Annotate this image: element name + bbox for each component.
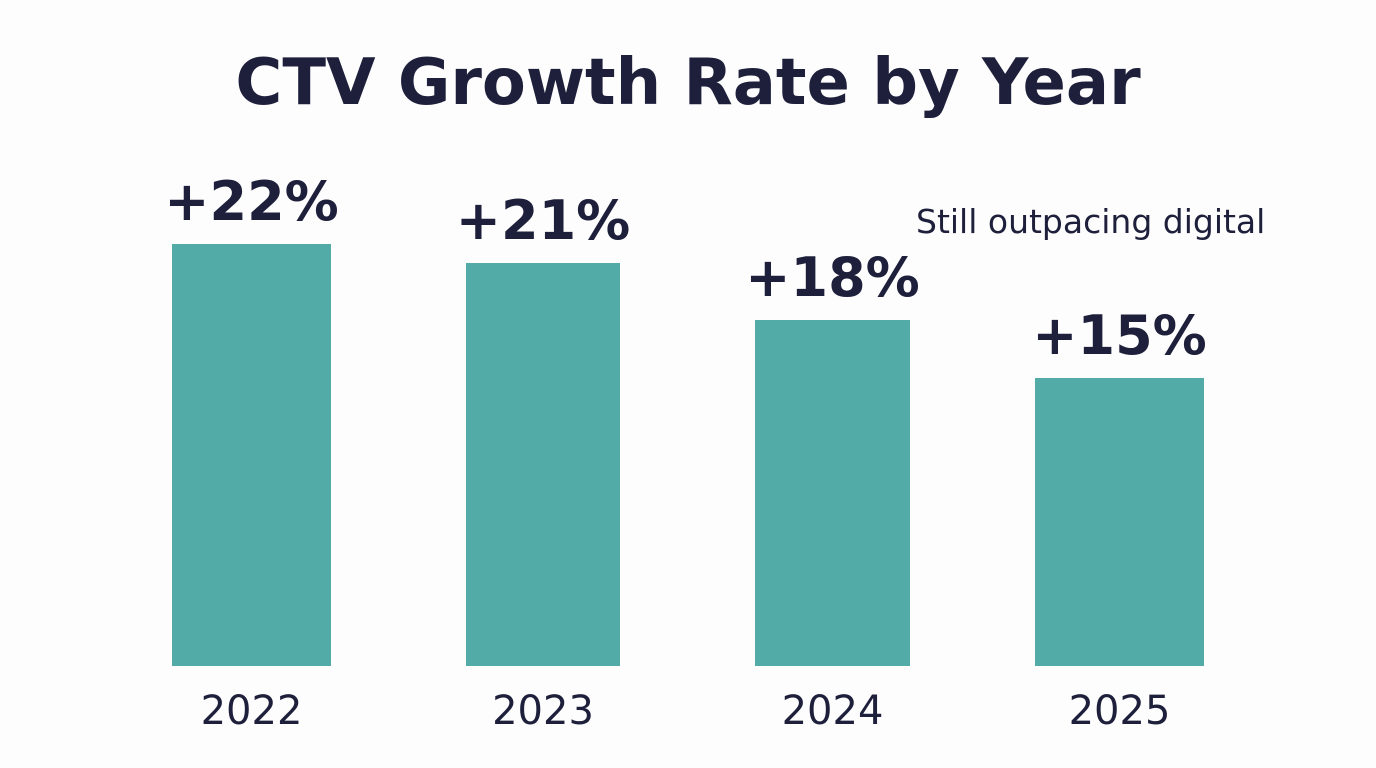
data-label-2022: +22%	[164, 169, 339, 233]
x-tick-label-2025: 2025	[1068, 688, 1171, 734]
bar-2025	[1035, 378, 1204, 666]
data-label-2023: +21%	[455, 188, 631, 252]
x-tick-label-2023: 2023	[492, 688, 594, 734]
chart-title: CTV Growth Rate by Year	[235, 46, 1141, 120]
bar-2024	[755, 320, 910, 666]
bar-2023	[466, 262, 620, 666]
annotation: Still outpacing digital	[916, 202, 1266, 241]
data-label-2024: +18%	[745, 246, 920, 310]
x-tick-label-2024: 2024	[781, 688, 884, 734]
data-label-2025: +15%	[1032, 304, 1207, 367]
x-tick-label-2022: 2022	[200, 688, 303, 734]
bar-2022	[172, 243, 331, 666]
